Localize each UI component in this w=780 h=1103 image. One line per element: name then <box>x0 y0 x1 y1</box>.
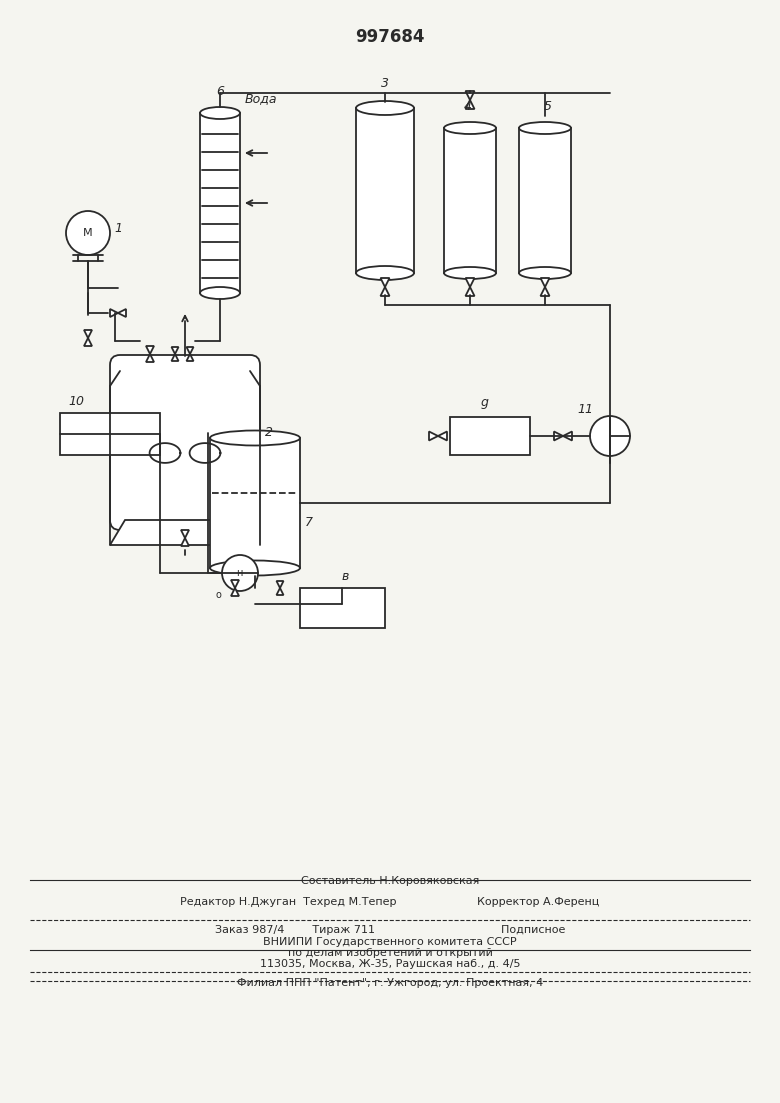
Polygon shape <box>554 431 563 440</box>
Circle shape <box>222 555 258 591</box>
Text: ВНИИПИ Государственного комитета СССР: ВНИИПИ Государственного комитета СССР <box>263 938 517 947</box>
Polygon shape <box>466 287 474 296</box>
Bar <box>519 128 571 274</box>
Text: Составитель Н.Коровяковская: Составитель Н.Коровяковская <box>301 876 479 886</box>
Polygon shape <box>110 520 260 545</box>
Text: н: н <box>236 568 242 578</box>
Polygon shape <box>186 354 193 361</box>
Text: по делам изобретений и открытий: по делам изобретений и открытий <box>288 947 492 959</box>
Bar <box>200 113 240 293</box>
Bar <box>356 108 414 274</box>
Polygon shape <box>231 580 239 588</box>
Polygon shape <box>84 330 92 338</box>
Text: 2: 2 <box>265 427 273 439</box>
Polygon shape <box>146 346 154 354</box>
Ellipse shape <box>210 560 300 576</box>
Polygon shape <box>186 347 193 354</box>
Polygon shape <box>276 581 283 588</box>
Text: 5: 5 <box>544 100 552 113</box>
Text: 11: 11 <box>577 403 593 416</box>
Bar <box>444 128 496 274</box>
Bar <box>450 417 530 456</box>
Text: о: о <box>215 590 221 600</box>
Ellipse shape <box>356 101 414 115</box>
Polygon shape <box>466 278 474 287</box>
Polygon shape <box>110 309 118 317</box>
Ellipse shape <box>444 267 496 279</box>
Ellipse shape <box>519 267 571 279</box>
Ellipse shape <box>519 122 571 133</box>
Polygon shape <box>146 354 154 362</box>
Text: 1: 1 <box>114 222 122 235</box>
Text: М: М <box>83 228 93 238</box>
Circle shape <box>590 416 630 456</box>
Polygon shape <box>429 431 438 440</box>
Text: Заказ 987/4        Тираж 711                                    Подписное: Заказ 987/4 Тираж 711 Подписное <box>215 925 566 935</box>
Bar <box>300 588 385 628</box>
Polygon shape <box>231 588 239 596</box>
Bar <box>210 438 300 568</box>
Polygon shape <box>381 278 389 287</box>
FancyBboxPatch shape <box>110 355 260 531</box>
Text: g: g <box>481 396 489 409</box>
Text: 10: 10 <box>68 395 84 408</box>
Polygon shape <box>172 347 179 354</box>
Polygon shape <box>181 531 189 538</box>
Polygon shape <box>276 588 283 595</box>
Polygon shape <box>118 309 126 317</box>
Ellipse shape <box>444 122 496 133</box>
Bar <box>60 413 160 456</box>
Polygon shape <box>381 287 389 296</box>
Polygon shape <box>181 538 189 546</box>
Text: в: в <box>342 570 349 583</box>
Circle shape <box>66 211 110 255</box>
Polygon shape <box>563 431 572 440</box>
Text: 6: 6 <box>216 85 224 98</box>
Ellipse shape <box>200 107 240 119</box>
Polygon shape <box>466 100 474 109</box>
Text: 997684: 997684 <box>355 28 425 46</box>
Text: Филиал ППП "Патент", г. Ужгород, ул. Проектная, 4: Филиал ППП "Патент", г. Ужгород, ул. Про… <box>237 978 543 988</box>
Ellipse shape <box>210 430 300 446</box>
Polygon shape <box>172 354 179 361</box>
Text: Вода: Вода <box>245 92 278 105</box>
Text: 4: 4 <box>464 100 472 113</box>
Polygon shape <box>541 278 549 287</box>
Polygon shape <box>541 287 549 296</box>
Polygon shape <box>438 431 447 440</box>
Text: Редактор Н.Джуган  Техред М.Тепер                       Корректор А.Ференц: Редактор Н.Джуган Техред М.Тепер Коррект… <box>180 897 600 907</box>
Text: 7: 7 <box>305 516 313 529</box>
Text: 3: 3 <box>381 77 389 90</box>
Text: 113035, Москва, Ж-35, Раушская наб., д. 4/5: 113035, Москва, Ж-35, Раушская наб., д. … <box>260 959 520 970</box>
Polygon shape <box>466 92 474 100</box>
Polygon shape <box>84 338 92 346</box>
Ellipse shape <box>356 266 414 280</box>
Ellipse shape <box>200 287 240 299</box>
